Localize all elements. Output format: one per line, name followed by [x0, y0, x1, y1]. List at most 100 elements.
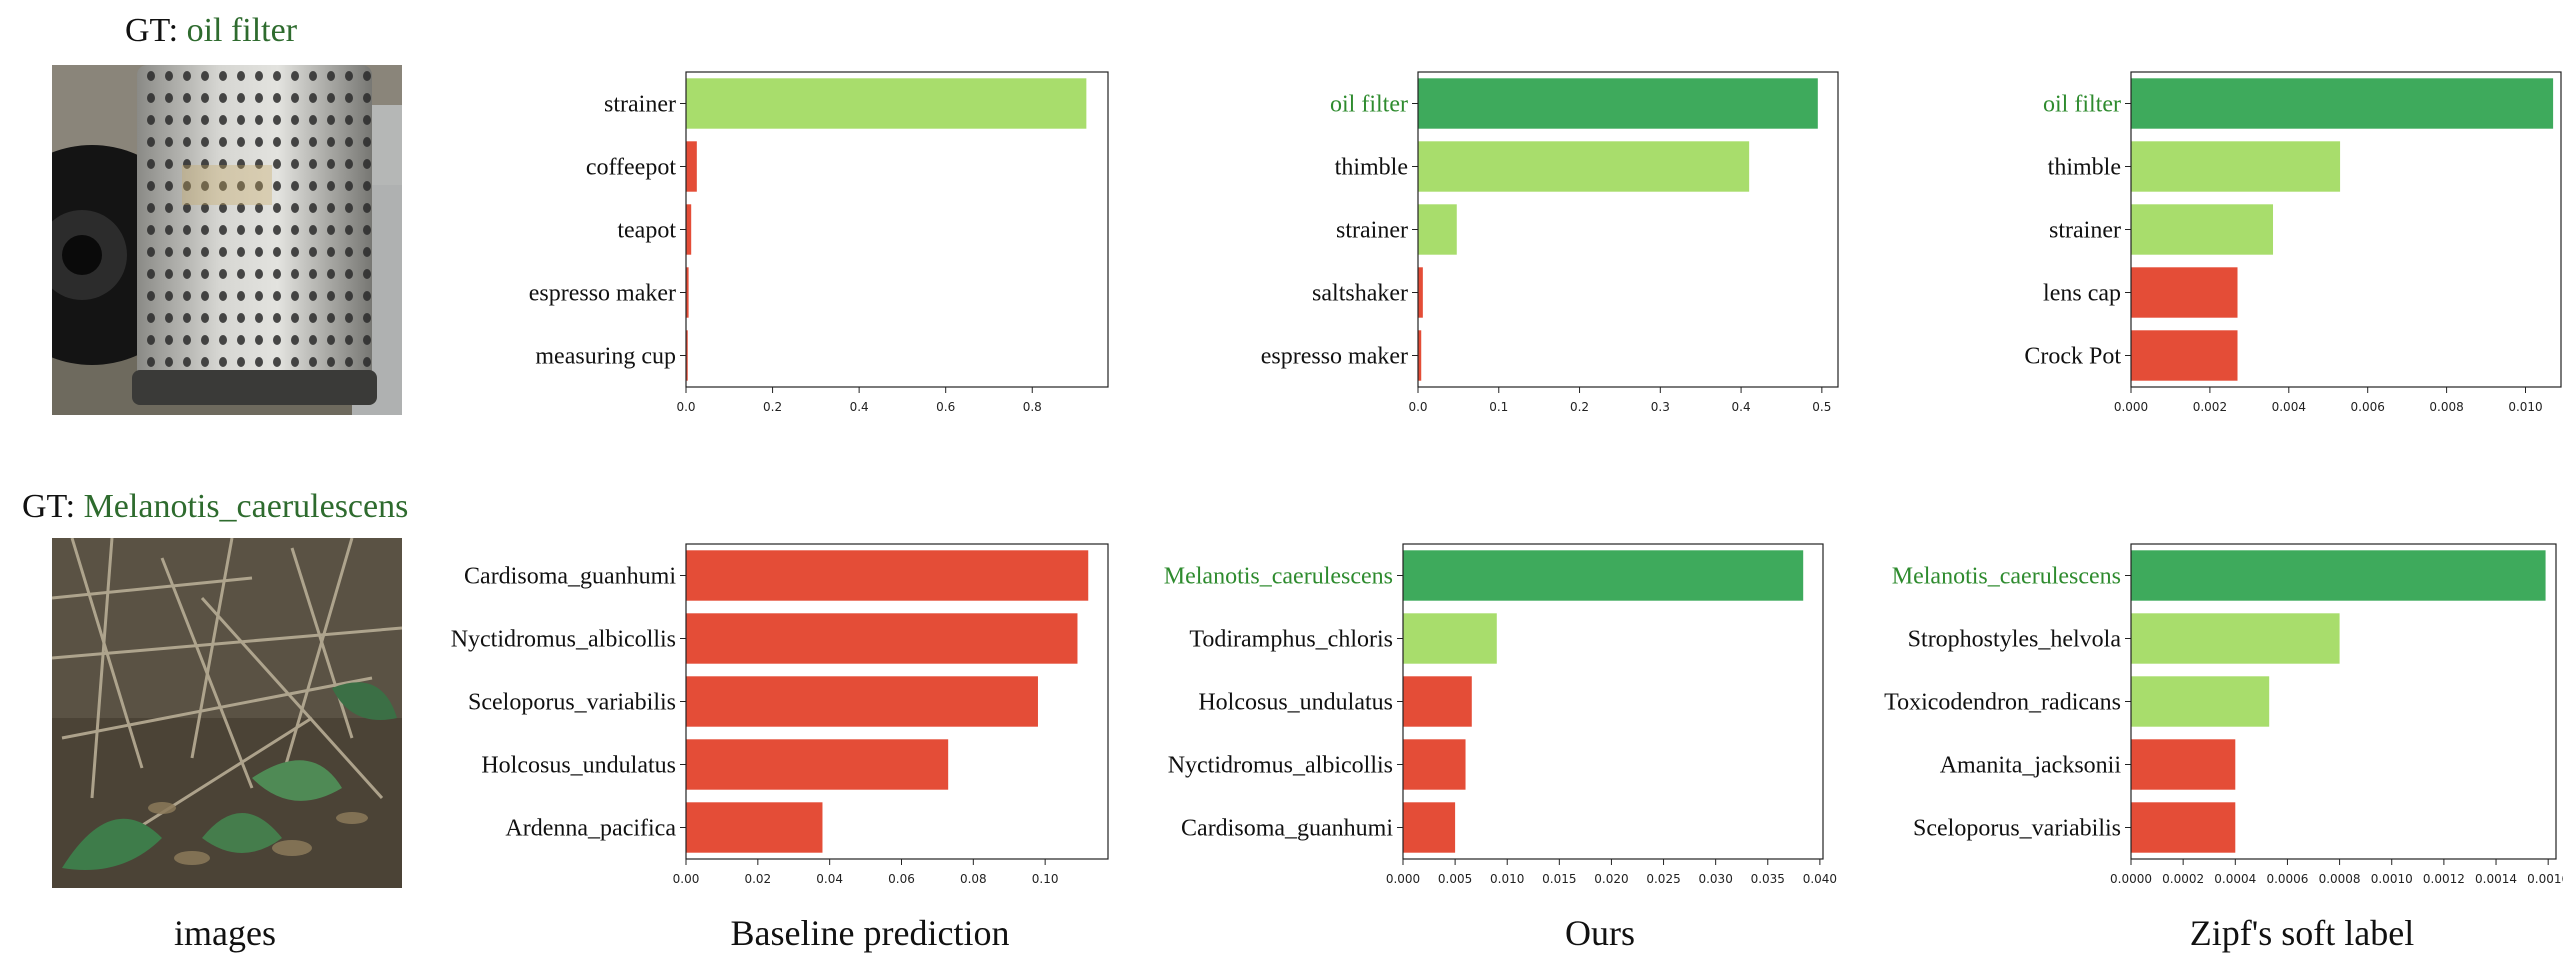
y-tick-label: oil filter — [2043, 92, 2121, 118]
gt-label: Melanotis_caerulescens — [83, 488, 409, 525]
y-tick-label: strainer — [2049, 218, 2121, 244]
bar — [686, 676, 1038, 727]
y-tick-label: Sceloporus_variabilis — [468, 690, 676, 716]
bird-in-brush-photo — [52, 538, 402, 888]
bar — [686, 141, 697, 192]
y-tick-label: Toxicodendron_radicans — [1884, 690, 2121, 716]
bar — [2131, 78, 2554, 129]
y-tick-label: Cardisoma_guanhumi — [1181, 816, 1393, 842]
x-tick-label: 0.0004 — [2214, 872, 2256, 886]
axes-frame — [1417, 71, 1839, 388]
oil-filter-illustration — [52, 65, 402, 415]
x-tick-label: 0.002 — [2193, 400, 2227, 414]
y-tick-label: coffeepot — [586, 155, 677, 181]
x-tick-label: 0.2 — [763, 400, 782, 414]
x-tick-label: 0.004 — [2272, 400, 2306, 414]
y-tick-label: Melanotis_caerulescens — [1892, 564, 2121, 590]
bar — [2131, 550, 2546, 601]
bar — [1403, 676, 1472, 727]
x-tick-label: 0.0008 — [2319, 872, 2361, 886]
x-tick-label: 0.04 — [816, 872, 843, 886]
x-tick-label: 0.005 — [1438, 872, 1472, 886]
x-tick-label: 0.0000 — [2110, 872, 2152, 886]
axes-frame — [1402, 543, 1824, 860]
y-tick-label: strainer — [1336, 218, 1408, 244]
bar — [2131, 676, 2270, 727]
y-tick-label: Nyctidromus_albicollis — [1168, 753, 1393, 779]
x-tick-label: 0.010 — [2508, 400, 2542, 414]
bar — [1418, 141, 1750, 192]
bar — [686, 802, 823, 853]
x-tick-label: 0.006 — [2351, 400, 2385, 414]
x-tick-label: 0.000 — [1386, 872, 1420, 886]
x-tick-label: 0.6 — [936, 400, 955, 414]
bar — [2131, 802, 2236, 853]
gt-prefix: GT: — [125, 12, 187, 49]
x-tick-label: 0.000 — [2114, 400, 2148, 414]
column-label-baseline: Baseline prediction — [730, 913, 1010, 953]
y-tick-label: Strophostyles_helvola — [1908, 627, 2122, 653]
y-tick-label: oil filter — [1330, 92, 1408, 118]
x-tick-label: 0.00 — [673, 872, 700, 886]
x-tick-label: 0.0002 — [2162, 872, 2204, 886]
bar — [1403, 550, 1804, 601]
y-tick-label: Ardenna_pacifica — [505, 816, 676, 842]
x-tick-label: 0.035 — [1751, 872, 1785, 886]
x-tick-label: 0.1 — [1489, 400, 1508, 414]
x-tick-label: 0.4 — [850, 400, 869, 414]
x-tick-label: 0.0012 — [2423, 872, 2465, 886]
bar — [1418, 204, 1457, 255]
bar — [1403, 739, 1466, 790]
bar — [686, 613, 1078, 664]
x-tick-label: 0.3 — [1651, 400, 1670, 414]
bar — [2131, 613, 2340, 664]
bar — [686, 78, 1087, 129]
gt-prefix: GT: — [22, 488, 84, 525]
bar — [2131, 267, 2238, 318]
y-tick-label: saltshaker — [1312, 281, 1408, 307]
x-tick-label: 0.0006 — [2266, 872, 2308, 886]
y-tick-label: Sceloporus_variabilis — [1913, 816, 2121, 842]
y-tick-label: Melanotis_caerulescens — [1164, 564, 1393, 590]
column-label-images: images — [174, 913, 276, 953]
y-tick-label: teapot — [617, 218, 676, 244]
gt-heading-row2: GT: Melanotis_caerulescens — [22, 488, 408, 526]
y-tick-label: thimble — [1335, 155, 1408, 181]
column-label-zipf: Zipf's soft label — [2189, 913, 2415, 953]
x-tick-label: 0.015 — [1542, 872, 1576, 886]
oil-filter-photo — [52, 65, 402, 415]
bar — [1418, 330, 1422, 381]
y-tick-label: Holcosus_undulatus — [481, 753, 676, 779]
bar — [1403, 802, 1456, 853]
y-tick-label: Amanita_jacksonii — [1940, 753, 2122, 779]
x-tick-label: 0.0 — [676, 400, 695, 414]
axes-frame — [685, 543, 1109, 860]
bar — [2131, 330, 2238, 381]
gt-label: oil filter — [186, 12, 298, 49]
x-tick-label: 0.08 — [960, 872, 987, 886]
x-tick-label: 0.020 — [1594, 872, 1628, 886]
x-tick-label: 0.4 — [1732, 400, 1751, 414]
x-tick-label: 0.8 — [1023, 400, 1042, 414]
x-tick-label: 0.0016 — [2527, 872, 2563, 886]
y-tick-label: Crock Pot — [2024, 344, 2121, 370]
x-tick-label: 0.0014 — [2475, 872, 2517, 886]
bar — [686, 330, 688, 381]
x-tick-label: 0.02 — [744, 872, 771, 886]
y-tick-label: Holcosus_undulatus — [1198, 690, 1393, 716]
x-tick-label: 0.10 — [1032, 872, 1059, 886]
x-tick-label: 0.5 — [1812, 400, 1831, 414]
x-tick-label: 0.0010 — [2371, 872, 2413, 886]
bar — [686, 550, 1089, 601]
x-tick-label: 0.010 — [1490, 872, 1524, 886]
bar — [1403, 613, 1497, 664]
bar — [2131, 141, 2341, 192]
bar — [1418, 78, 1818, 129]
axes-frame — [685, 71, 1109, 388]
axes-frame — [2130, 71, 2562, 388]
bar — [1418, 267, 1423, 318]
bar — [686, 739, 949, 790]
gt-heading-row1: GT: oil filter — [125, 12, 297, 50]
x-tick-label: 0.06 — [888, 872, 915, 886]
y-tick-label: measuring cup — [535, 344, 676, 370]
